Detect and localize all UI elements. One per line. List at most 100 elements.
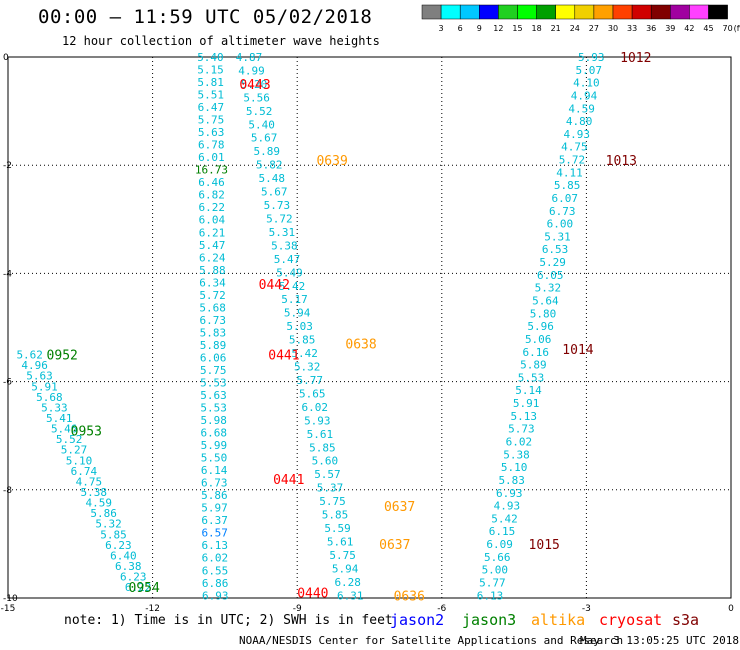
wave-height-label: 5.37 xyxy=(317,482,344,495)
wave-height-label: 4.99 xyxy=(238,64,265,77)
wave-height-label: 5.31 xyxy=(544,230,571,243)
wave-height-label: 5.89 xyxy=(200,339,227,352)
colorbar-tick: 12 xyxy=(493,24,503,33)
wave-height-label: 6.38 xyxy=(115,560,142,573)
wave-height-label: 5.10 xyxy=(501,461,528,474)
pass-label: 1015 xyxy=(529,538,560,553)
wave-height-label: 6.68 xyxy=(201,427,228,440)
wave-height-label: 4.96 xyxy=(21,359,48,372)
footer-credit: NOAA/NESDIS Center for Satellite Applica… xyxy=(239,634,624,647)
wave-height-label: 5.27 xyxy=(61,444,88,457)
wave-height-label: 5.47 xyxy=(199,239,226,252)
wave-height-label: 4.93 xyxy=(564,128,591,141)
y-tick-label: -2 xyxy=(3,161,12,171)
wave-height-label: 5.00 xyxy=(482,564,509,577)
wave-height-label: 5.57 xyxy=(314,468,341,481)
pass-label: 0638 xyxy=(345,338,376,353)
wave-height-label: 6.02 xyxy=(302,401,329,414)
wave-height-label: 5.75 xyxy=(319,495,346,508)
wave-height-label: 6.93 xyxy=(202,589,229,602)
x-tick-label: -9 xyxy=(293,604,302,614)
wave-height-label: 5.06 xyxy=(525,333,552,346)
legend-altika: altika xyxy=(531,611,586,629)
wave-height-label: 6.37 xyxy=(201,514,228,527)
colorbar-tick: 27 xyxy=(589,24,599,33)
wave-height-label: 5.80 xyxy=(530,307,557,320)
wave-height-label: 5.38 xyxy=(503,448,530,461)
wave-height-label: 5.83 xyxy=(498,474,525,487)
wave-height-label: 6.22 xyxy=(125,581,152,594)
wave-height-label: 5.89 xyxy=(253,145,280,158)
colorbar-swatch xyxy=(555,4,576,20)
wave-height-label: 4.75 xyxy=(76,475,103,488)
colorbar-unit: (ft) xyxy=(734,24,740,33)
wave-height-label: 6.74 xyxy=(71,465,98,478)
wave-height-label: 5.89 xyxy=(520,359,547,372)
pass-label: 1012 xyxy=(620,51,651,66)
wave-height-label: 6.04 xyxy=(199,214,226,227)
wave-height-label: 5.10 xyxy=(66,454,93,467)
wave-height-label: 5.63 xyxy=(198,126,225,139)
wave-height-label: 5.75 xyxy=(198,114,225,127)
wave-height-label: 6.00 xyxy=(547,218,574,231)
colorbar-swatch xyxy=(536,4,556,20)
colorbar-tick: 36 xyxy=(646,24,656,33)
wave-height-label: 5.99 xyxy=(201,439,228,452)
wave-height-label: 5.68 xyxy=(36,391,63,404)
wave-height-label: 6.23 xyxy=(120,571,147,584)
y-tick-label: -10 xyxy=(3,594,18,604)
colorbar-tick: 33 xyxy=(627,24,637,33)
wave-height-label: 5.38 xyxy=(81,486,108,499)
wave-height-label: 6.46 xyxy=(198,176,225,189)
wave-height-label: 6.13 xyxy=(477,589,504,602)
wave-height-label: 6.55 xyxy=(202,564,229,577)
wave-height-label: 5.42 xyxy=(491,512,518,525)
y-tick-label: -6 xyxy=(3,378,12,388)
y-tick-label: -8 xyxy=(3,486,12,496)
wave-height-label: 5.60 xyxy=(312,455,339,468)
wave-height-label: 6.31 xyxy=(337,589,364,602)
wave-height-label: 5.65 xyxy=(299,387,326,400)
y-tick-label: 0 xyxy=(3,53,9,63)
colorbar-swatch xyxy=(670,4,690,20)
wave-height-label: 5.41 xyxy=(46,412,73,425)
colorbar-tick: 18 xyxy=(532,24,542,33)
colorbar-swatch xyxy=(612,4,633,20)
wave-height-label: 5.56 xyxy=(243,91,270,104)
wave-height-label: 5.75 xyxy=(329,549,356,562)
x-tick-label: 0 xyxy=(728,604,734,614)
wave-height-label: 5.85 xyxy=(554,179,581,192)
wave-height-label: 5.82 xyxy=(256,159,283,172)
x-tick-label: -12 xyxy=(145,604,160,614)
colorbar-swatch xyxy=(421,4,442,20)
wave-height-label: 5.15 xyxy=(197,64,224,77)
wave-height-label: 5.07 xyxy=(576,64,603,77)
wave-height-label: 5.42 xyxy=(279,280,306,293)
pass-label: 1014 xyxy=(562,343,593,358)
wave-height-label: 5.68 xyxy=(199,301,226,314)
wave-height-label: 5.77 xyxy=(296,374,323,387)
wave-height-label: 5.47 xyxy=(274,253,301,266)
wave-height-label: 5.85 xyxy=(100,528,127,541)
colorbar-tick: 24 xyxy=(570,24,580,33)
pass-label: 0443 xyxy=(239,78,270,93)
wave-height-label: 6.13 xyxy=(202,539,229,552)
wave-height-label: 5.14 xyxy=(515,384,542,397)
wave-height-label: 5.62 xyxy=(16,349,43,362)
wave-height-label: 5.63 xyxy=(26,370,53,383)
wave-height-label: 5.48 xyxy=(259,172,286,185)
wave-height-label: 6.05 xyxy=(537,269,564,282)
wave-height-label: 6.34 xyxy=(199,276,226,289)
wave-height-label: 16.73 xyxy=(195,164,228,177)
wave-height-label: 6.28 xyxy=(334,576,361,589)
wave-height-label: 6.53 xyxy=(542,243,569,256)
legend-cryosat: cryosat xyxy=(599,611,663,629)
wave-height-label: 5.64 xyxy=(532,295,559,308)
wave-height-label: 4.59 xyxy=(568,102,595,115)
colorbar-swatch xyxy=(631,4,652,20)
wave-height-label: 5.91 xyxy=(513,397,540,410)
colorbar-swatch xyxy=(479,4,499,20)
wave-height-label: 5.42 xyxy=(291,347,318,360)
wave-height-label: 5.32 xyxy=(95,518,122,531)
